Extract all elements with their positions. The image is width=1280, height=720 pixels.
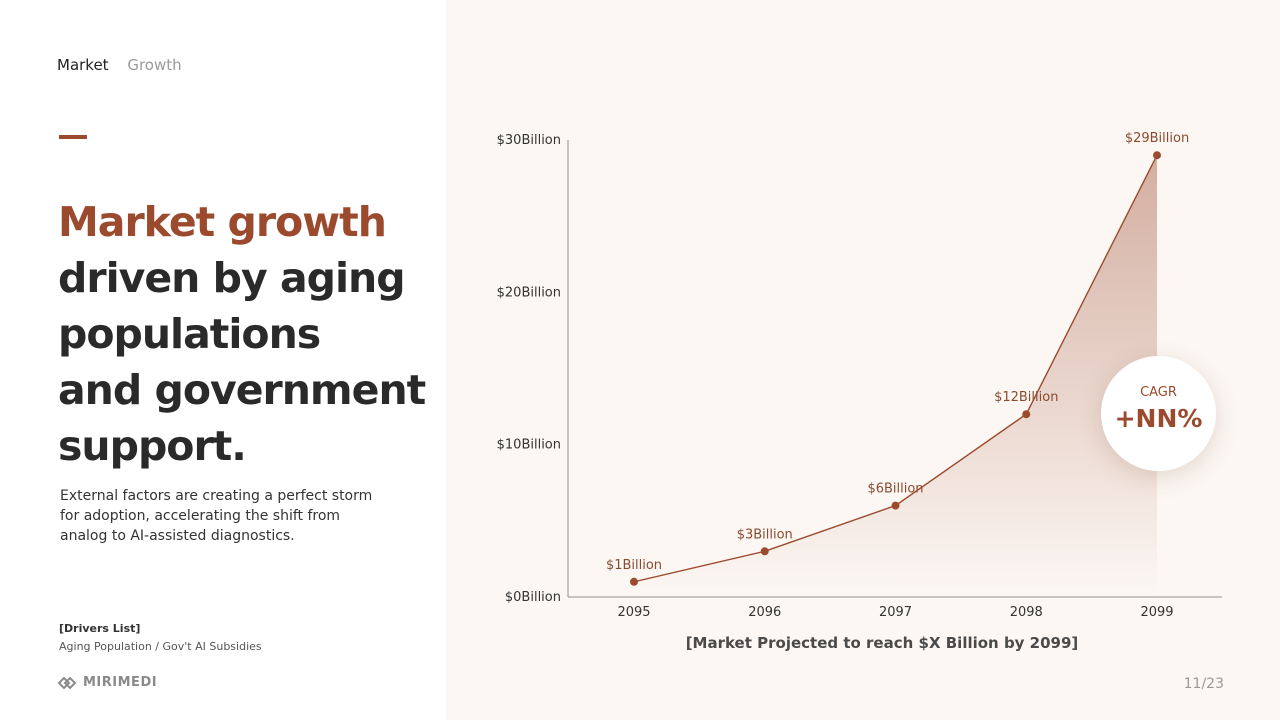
market-growth-chart: $0Billion $10Billion $20Billion $30Billion 2… (497, 131, 1222, 620)
x-tick-label: 2097 (879, 605, 912, 620)
body-line-3: analog to AI-assisted diagnostics. (60, 528, 295, 544)
title-accent: Market growth (58, 198, 387, 246)
body-text: External factors are creating a perfect … (60, 486, 400, 546)
page-number: 11/23 (1183, 676, 1224, 692)
data-label: $6Billion (867, 482, 923, 497)
title-line-4: support. (58, 422, 247, 470)
breadcrumb: Market Growth (57, 56, 196, 74)
breadcrumb-growth[interactable]: Growth (127, 56, 182, 74)
data-point (760, 547, 769, 556)
mirimedi-logo-icon (57, 676, 77, 689)
data-point (1153, 151, 1161, 160)
data-point (891, 501, 900, 510)
x-tick-label: 2098 (1010, 605, 1043, 620)
series-area (634, 155, 1157, 597)
drivers-title: [Drivers List] (59, 622, 141, 635)
x-tick-label: 2099 (1140, 605, 1173, 620)
cagr-badge: CAGR +NN% (1101, 356, 1216, 471)
y-tick-label: $30Billion (497, 133, 561, 148)
cagr-label: CAGR (1140, 385, 1177, 400)
y-tick-label: $20Billion (497, 285, 561, 300)
accent-bar (59, 135, 87, 139)
title-line-3: and government (58, 366, 426, 414)
x-tick-label: 2095 (617, 605, 650, 620)
title-line-1: driven by aging (58, 254, 406, 302)
data-label: $29Billion (1125, 131, 1189, 146)
y-tick-label: $10Billion (497, 438, 561, 453)
drivers-list: Aging Population / Gov't AI Subsidies (59, 640, 262, 653)
title-line-2: populations (58, 310, 321, 358)
data-label: $3Billion (737, 527, 793, 542)
brand-name: MIRIMEDI (83, 675, 158, 690)
data-label: $12Billion (994, 390, 1058, 405)
y-tick-label: $0Billion (505, 590, 561, 605)
x-tick-label: 2096 (748, 605, 781, 620)
chart-caption: [Market Projected to reach $X Billion by… (685, 634, 1079, 652)
body-line-2: for adoption, accelerating the shift fro… (60, 508, 341, 524)
cagr-value: +NN% (1114, 404, 1203, 433)
breadcrumb-market[interactable]: Market (57, 56, 109, 74)
data-point (630, 577, 638, 586)
data-point (1022, 410, 1031, 419)
data-label: $1Billion (606, 558, 662, 573)
brand-logo: MIRIMEDI (57, 675, 157, 690)
page-title: Market growth driven by aging population… (58, 194, 438, 474)
body-line-1: External factors are creating a perfect … (60, 488, 373, 504)
